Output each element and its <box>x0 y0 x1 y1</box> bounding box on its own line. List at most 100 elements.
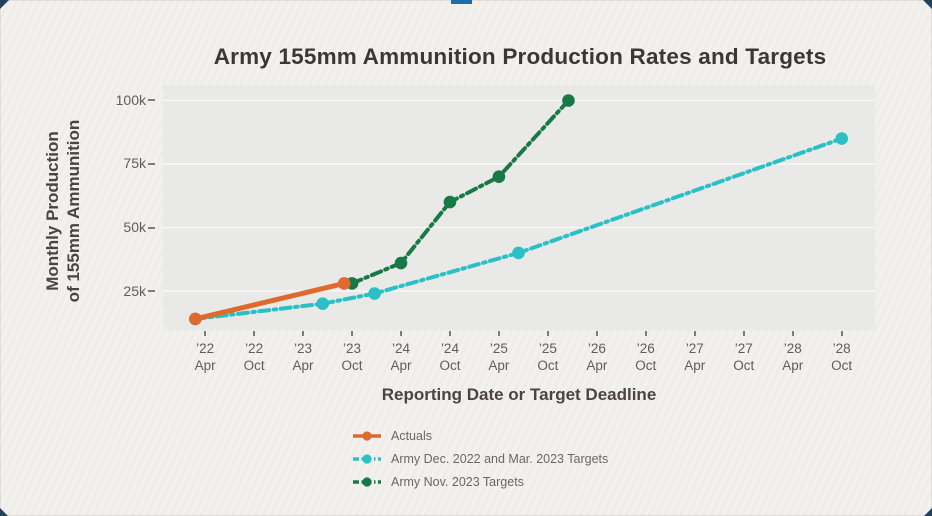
x-tick-month: Oct <box>635 358 657 373</box>
x-tick-mark-27-apr <box>693 331 696 336</box>
series-line-army-nov-2023-targets <box>350 98 571 286</box>
x-tick-month: Apr <box>194 358 216 373</box>
legend-item-army-dec-2022-and-mar-2023-targets: Army Dec. 2022 and Mar. 2023 Targets <box>352 452 608 466</box>
top-edge-tab <box>451 0 472 4</box>
x-tick-label-25-apr: ’25 Apr <box>473 340 525 374</box>
legend-dot-army-dec-2022-and-mar-2023-targets <box>362 454 372 464</box>
legend-item-army-nov-2023-targets: Army Nov. 2023 Targets <box>352 475 608 489</box>
y-tick-mark-25k <box>148 290 155 292</box>
x-tick-mark-27-oct <box>742 331 745 336</box>
x-tick-mark-22-apr <box>204 331 207 336</box>
x-tick-month: Oct <box>733 358 755 373</box>
legend-label-actuals: Actuals <box>391 429 432 443</box>
x-tick-month: Oct <box>439 358 461 373</box>
y-tick-label-75k: 75k <box>123 155 146 172</box>
x-tick-label-28-apr: ’28 Apr <box>767 340 819 374</box>
corner-accent-top-right <box>923 0 932 9</box>
x-tick-mark-23-apr <box>302 331 305 336</box>
series-point-army-dec-2022-and-mar-2023-targets-jun-2025 <box>512 246 525 260</box>
series-point-army-nov-2023-targets-oct-2024 <box>443 195 457 209</box>
x-tick-year: ’25 <box>538 341 557 356</box>
x-tick-year: ’23 <box>294 341 313 356</box>
y-tick-mark-75k <box>148 162 155 165</box>
x-tick-label-23-oct: ’23 Oct <box>326 340 378 374</box>
x-tick-mark-22-oct <box>253 331 256 336</box>
x-tick-label-22-oct: ’22 Oct <box>228 340 280 374</box>
x-axis-title: Reporting Date or Target Deadline <box>381 385 657 404</box>
series-line-actuals <box>192 280 347 322</box>
series-point-army-nov-2023-targets-dec-2025 <box>562 94 575 107</box>
plot-area <box>163 85 875 330</box>
x-tick-year: ’22 <box>245 341 264 356</box>
x-tick-month: Oct <box>341 358 363 373</box>
x-tick-year: ’27 <box>734 341 753 356</box>
x-tick-mark-28-apr <box>791 331 794 336</box>
x-tick-label-26-apr: ’26 Apr <box>571 340 623 374</box>
x-tick-label-24-apr: ’24 Apr <box>375 340 427 374</box>
corner-accent-bottom-right <box>924 508 932 516</box>
corner-accent-top-left <box>0 0 9 9</box>
y-axis-title-line1: Monthly Production <box>43 131 62 291</box>
legend-label-army-dec-2022-and-mar-2023-targets: Army Dec. 2022 and Mar. 2023 Targets <box>391 452 609 466</box>
x-tick-mark-26-oct <box>644 331 647 336</box>
y-tick-label-100k: 100k <box>115 91 146 108</box>
x-tick-mark-26-apr <box>595 331 598 336</box>
x-tick-month: Oct <box>831 358 853 373</box>
legend-dot-actuals <box>362 431 372 441</box>
chart-title: Army 155mm Ammunition Production Rates a… <box>213 44 827 69</box>
x-tick-month: Oct <box>243 358 265 373</box>
x-tick-mark-24-oct <box>448 331 451 336</box>
x-tick-mark-24-apr <box>399 331 402 336</box>
legend-marker-icon-army-dec-2022-and-mar-2023-targets <box>353 454 381 464</box>
x-tick-year: ’24 <box>440 341 459 356</box>
x-tick-month: Apr <box>488 358 510 373</box>
series-point-army-dec-2022-and-mar-2023-targets-oct-2028 <box>835 132 849 145</box>
x-tick-year: ’22 <box>196 341 215 356</box>
legend-label-army-nov-2023-targets: Army Nov. 2023 Targets <box>391 475 524 489</box>
x-tick-month: Apr <box>390 358 412 373</box>
y-tick-label-50k: 50k <box>123 219 146 235</box>
y-axis-title-line2: of 155mm Ammunition <box>64 119 83 303</box>
legend-marker-icon-actuals <box>353 431 381 441</box>
x-tick-month: Apr <box>782 358 804 373</box>
x-tick-year: ’26 <box>636 341 655 356</box>
x-tick-year: ’28 <box>832 341 851 356</box>
series-point-army-dec-2022-and-mar-2023-targets-jun-2023 <box>316 297 329 311</box>
x-tick-year: ’28 <box>783 341 802 356</box>
y-tick-label-25k: 25k <box>123 282 146 299</box>
series-point-actuals-sep-2023 <box>337 277 351 290</box>
corner-accent-bottom-left <box>0 508 8 516</box>
y-tick-mark-100k <box>148 99 155 102</box>
x-tick-mark-28-oct <box>840 331 843 336</box>
x-tick-month: Oct <box>537 358 559 373</box>
y-axis-title: Monthly Production of 155mm Ammunition <box>42 80 84 342</box>
legend-marker-icon-army-nov-2023-targets <box>353 477 381 487</box>
x-tick-mark-23-oct <box>351 331 354 336</box>
legend-item-actuals: Actuals <box>352 429 608 443</box>
series-line-army-dec-2022-and-mar-2023-targets <box>193 136 844 321</box>
plot-canvas <box>163 94 875 326</box>
series-point-army-dec-2022-and-mar-2023-targets-dec-2023 <box>368 287 381 300</box>
series-point-army-nov-2023-targets-apr-2024 <box>394 256 408 270</box>
x-tick-label-27-apr: ’27 Apr <box>669 340 721 374</box>
x-tick-mark-25-apr <box>497 331 500 336</box>
series-point-actuals-feb-2022 <box>189 312 202 326</box>
x-tick-mark-25-oct <box>546 331 549 336</box>
x-tick-label-26-oct: ’26 Oct <box>620 340 672 374</box>
x-tick-month: Apr <box>586 358 608 373</box>
x-tick-label-28-oct: ’28 Oct <box>816 340 868 374</box>
x-tick-year: ’23 <box>343 341 362 356</box>
x-tick-label-27-oct: ’27 Oct <box>718 340 770 374</box>
x-tick-label-23-apr: ’23 Apr <box>277 340 329 374</box>
x-tick-year: ’25 <box>489 341 508 356</box>
y-tick-mark-50k <box>148 226 155 229</box>
series-point-army-nov-2023-targets-apr-2025 <box>492 170 506 184</box>
x-tick-year: ’24 <box>391 341 410 356</box>
x-tick-label-25-oct: ’25 Oct <box>522 340 574 374</box>
x-tick-month: Apr <box>292 358 314 373</box>
x-tick-year: ’27 <box>685 341 704 356</box>
x-tick-label-22-apr: ’22 Apr <box>179 340 231 374</box>
x-tick-label-24-oct: ’24 Oct <box>424 340 476 374</box>
chart-legend: Actuals Army Dec. 2022 and Mar. 2023 Targ… <box>352 429 608 498</box>
